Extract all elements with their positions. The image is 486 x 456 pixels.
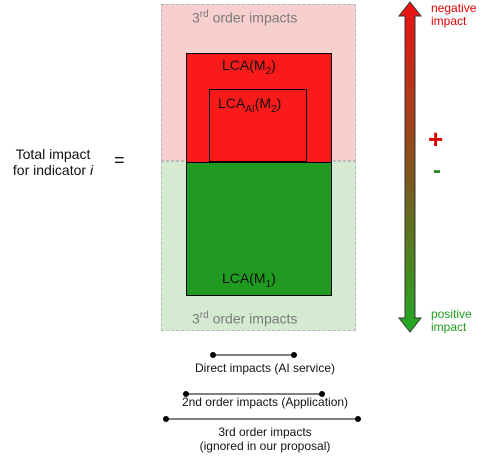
scope-legend-lines	[163, 352, 361, 422]
negative-impact-label: negative impact	[431, 1, 477, 28]
lca-ai-m2-label: LCAAI(M2)	[218, 95, 282, 115]
plus-sign: +	[428, 124, 444, 154]
impact-scale-arrow-icon	[397, 1, 423, 333]
direct-impacts-label: Direct impacts (AI service)	[194, 361, 336, 375]
third-order-impacts-legend: 3rd order impacts (ignored in our propos…	[199, 425, 331, 453]
total-impact-line1: Total impact	[15, 146, 91, 162]
minus-sign: -	[433, 157, 441, 184]
total-impact-line2: for indicator i	[12, 162, 94, 178]
equals-sign: =	[114, 150, 125, 170]
third-order-bottom-label: 3rd order impacts	[192, 310, 298, 327]
positive-impact-label: positive impact	[431, 307, 472, 334]
total-impact-label: Total impact for indicator i	[0, 146, 106, 178]
second-order-impacts-label: 2nd order impacts (Application)	[181, 395, 349, 409]
lca-m1-box	[186, 162, 332, 296]
lca-m1-label: LCA(M1)	[222, 270, 276, 290]
lca-m2-label: LCA(M2)	[222, 57, 276, 77]
third-order-top-label: 3rd order impacts	[192, 9, 298, 26]
lca-ai-m2-box	[209, 89, 307, 162]
